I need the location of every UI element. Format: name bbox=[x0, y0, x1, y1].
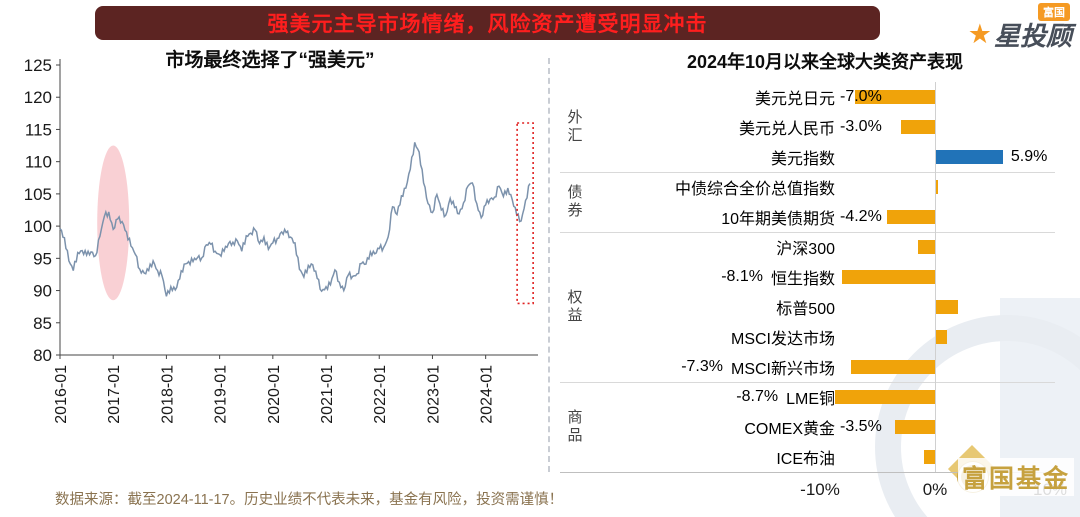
headline-banner: 强美元主导市场情绪，风险资产遭受明显冲击 bbox=[95, 6, 880, 40]
y-tick-label: 110 bbox=[25, 153, 52, 172]
bar bbox=[834, 390, 935, 404]
bar-row-labels: 标普500 bbox=[590, 292, 835, 322]
brand-badge: 富国 bbox=[1038, 3, 1070, 21]
bar-row-labels: -8.7% LME铜 bbox=[590, 382, 835, 412]
bar bbox=[894, 420, 935, 434]
usd-index-line-chart: 80 85 90 95 100 105 110 115 120 125 2016-01 2017-01… bbox=[25, 56, 538, 424]
pink-highlight-ellipse bbox=[97, 145, 130, 301]
y-tick-label: 100 bbox=[25, 217, 52, 236]
zero-gridline bbox=[935, 82, 936, 472]
x-tick-label: 2021-01 bbox=[319, 365, 336, 424]
category-label: 10年期美债期货 bbox=[721, 211, 835, 228]
y-tick-label: 80 bbox=[33, 346, 52, 365]
right-chart-title: 2024年10月以来全球大类资产表现 bbox=[686, 52, 964, 72]
headline-text: 强美元主导市场情绪，风险资产遭受明显冲击 bbox=[267, 13, 708, 36]
x-tick-label: 2019-01 bbox=[213, 365, 230, 424]
y-tick-label: 115 bbox=[25, 120, 52, 139]
value-label: -3.0% bbox=[840, 118, 882, 135]
category-label: 中债综合全价总值指数 bbox=[674, 181, 835, 198]
x-tick-label: 2024-01 bbox=[479, 365, 496, 424]
group-label: 债券 bbox=[565, 184, 583, 220]
brand-logo: 富国 ★ 星投顾 bbox=[942, 3, 1072, 51]
y-tick-label: 90 bbox=[33, 282, 52, 301]
x-tick-label: 2018-01 bbox=[159, 365, 176, 424]
y-tick-label: 95 bbox=[33, 249, 52, 268]
bar-row-labels: -8.1% 恒生指数 bbox=[590, 262, 835, 292]
chart-divider bbox=[548, 58, 550, 472]
bar-highlight bbox=[935, 150, 1003, 164]
value-label: -8.1% bbox=[721, 268, 763, 285]
value-label: -4.2% bbox=[840, 208, 882, 225]
bar-row-labels: ICE布油 bbox=[590, 442, 835, 472]
y-tick-label: 120 bbox=[25, 88, 52, 107]
bar-row-labels: COMEX黄金 bbox=[590, 412, 835, 442]
bar bbox=[851, 360, 935, 374]
left-chart-title: 市场最终选择了“强美元” bbox=[165, 50, 375, 71]
asset-performance-bar-chart: 美元兑日元 -7.0% 美元兑人民币 -3.0% 美元指数 5.9% 外汇中债综合全价总值指… bbox=[560, 82, 1072, 502]
bar-row-labels: 美元兑人民币 bbox=[590, 112, 835, 142]
disclaimer: 数据来源：截至2024-11-17。历史业绩不代表未来，基金有风险，投资需谨慎！ bbox=[55, 492, 564, 508]
bar-row-labels: -7.3% MSCI新兴市场 bbox=[590, 352, 835, 382]
category-label: 美元指数 bbox=[770, 151, 835, 168]
group-label: 外汇 bbox=[565, 109, 583, 145]
bar bbox=[923, 450, 935, 464]
usd-index-line bbox=[59, 142, 531, 297]
category-label: MSCI发达市场 bbox=[730, 331, 835, 348]
category-label: 沪深300 bbox=[776, 241, 835, 258]
bar bbox=[900, 120, 935, 134]
value-label: -7.0% bbox=[840, 88, 882, 105]
x-tick-label: 2016-01 bbox=[53, 365, 70, 424]
group-label: 权益 bbox=[565, 289, 583, 325]
group-separator bbox=[560, 382, 1055, 383]
bar bbox=[854, 90, 935, 104]
y-tick-label: 105 bbox=[25, 185, 52, 204]
star-icon: ★ bbox=[967, 19, 992, 49]
bar-row-labels: 沪深300 bbox=[590, 232, 835, 262]
bar-row-labels: 中债综合全价总值指数 bbox=[590, 172, 835, 202]
bar-row-labels: 10年期美债期货 bbox=[590, 202, 835, 232]
category-label: LME铜 bbox=[786, 391, 835, 408]
x-tick-label: 2020-01 bbox=[266, 365, 283, 424]
red-dashed-box bbox=[516, 122, 534, 305]
category-label: 美元兑日元 bbox=[754, 91, 835, 108]
category-label: MSCI新兴市场 bbox=[730, 361, 835, 378]
x-axis-tick-label: 0% bbox=[922, 480, 948, 499]
bar bbox=[935, 300, 958, 314]
bar-row-labels: MSCI发达市场 bbox=[590, 322, 835, 352]
brand-name: 星投顾 bbox=[993, 21, 1072, 51]
bar bbox=[917, 240, 935, 254]
bar-row-labels: 美元兑日元 bbox=[590, 82, 835, 112]
group-separator bbox=[560, 232, 1055, 233]
fund-name: 富国基金 bbox=[957, 458, 1074, 496]
x-axis-line bbox=[560, 472, 1055, 473]
category-label: ICE布油 bbox=[776, 451, 835, 468]
category-label: COMEX黄金 bbox=[744, 421, 835, 438]
bar bbox=[886, 210, 935, 224]
bar bbox=[935, 180, 939, 194]
value-label: 5.9% bbox=[1010, 148, 1048, 165]
value-label: -8.7% bbox=[736, 388, 779, 405]
bar bbox=[841, 270, 935, 284]
value-label: -7.3% bbox=[681, 358, 723, 375]
x-tick-label: 2023-01 bbox=[425, 365, 442, 424]
x-tick-label: 2022-01 bbox=[372, 365, 389, 424]
category-label: 美元兑人民币 bbox=[738, 121, 835, 138]
group-separator bbox=[560, 172, 1055, 173]
y-tick-label: 85 bbox=[33, 314, 52, 333]
x-axis-tick-label: -10% bbox=[800, 480, 840, 499]
y-tick-label: 125 bbox=[25, 56, 52, 75]
category-label: 恒生指数 bbox=[770, 271, 835, 288]
x-tick-label: 2017-01 bbox=[106, 365, 123, 424]
category-label: 标普500 bbox=[776, 301, 835, 318]
value-label: -3.5% bbox=[840, 418, 882, 435]
bar bbox=[935, 330, 947, 344]
group-label: 商品 bbox=[565, 409, 583, 445]
bar-row-labels: 美元指数 bbox=[590, 142, 835, 172]
